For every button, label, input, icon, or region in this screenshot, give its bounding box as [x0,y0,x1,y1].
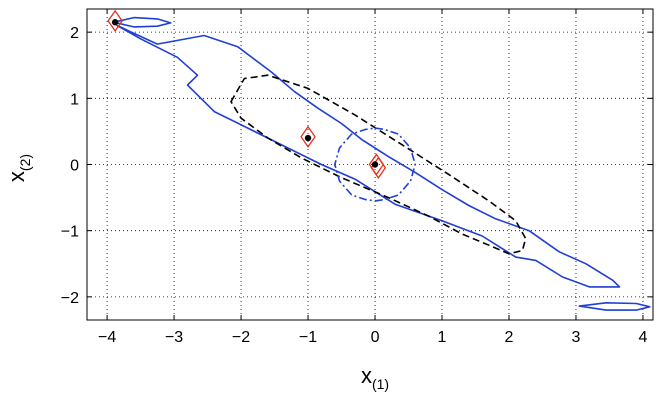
diamond-marker [368,153,385,176]
data-point [371,161,379,168]
x-tick-label: 3 [572,329,581,346]
x-tick-label: −4 [98,329,116,346]
series-layer [113,16,651,311]
x-tick-label: −3 [165,329,183,346]
y-axis-label: x(2) [4,154,33,182]
x-tick-label: 4 [638,329,647,346]
diamond-marker [370,156,387,179]
x-tick-label: 1 [438,329,447,346]
y-tick-label: −2 [61,290,79,307]
series-contour-4 [230,74,527,255]
tick-layer: −4 −3 −2 −1 0 1 2 3 4 −2 −1 0 1 2 [61,9,653,346]
x-tick-label: 0 [371,329,380,346]
x-tick-label: 2 [505,329,514,346]
series-contour-2 [113,16,172,28]
data-point [304,134,312,142]
diamond-marker [107,9,123,33]
series-contour-1 [116,24,621,288]
y-tick-label: 1 [70,91,79,108]
marker-layer [107,9,387,179]
x-axis-label-sub: (1) [372,376,389,392]
x-axis-label-main: x [361,363,372,388]
series-contour-3 [578,302,651,311]
series-contour-5 [334,127,416,202]
diamond-marker [300,125,316,148]
y-tick-label: 2 [70,25,79,42]
y-axis-label-main: x [4,171,29,182]
svg-text:x(2): x(2) [4,154,33,182]
x-tick-label: −2 [232,329,250,346]
x-tick-label: −1 [299,329,317,346]
x-axis-label: x(1) [361,363,389,392]
y-tick-label: 0 [70,158,79,175]
y-tick-label: −1 [61,224,79,241]
data-point [111,19,119,26]
svg-text:x(1): x(1) [361,363,389,392]
y-axis-label-sub: (2) [17,154,33,171]
